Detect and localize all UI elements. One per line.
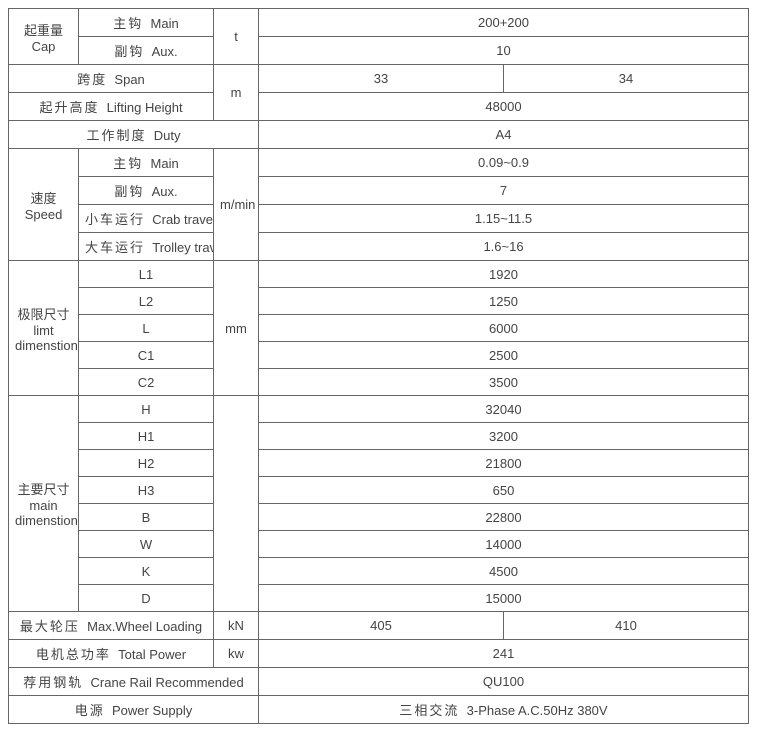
val-3: 48000 [259, 93, 749, 121]
spec-row: C2 3500 [9, 369, 749, 396]
sub-H3: H3 [79, 477, 214, 504]
val-L: 6000 [259, 315, 749, 342]
spec-row: 极限尺寸limtdimenstionL1mm1920 [9, 261, 749, 288]
val-K: 4500 [259, 558, 749, 585]
spec-row: H1 3200 [9, 423, 749, 450]
sub-aux-hook: 副钩 Aux. [79, 37, 214, 65]
label-power: 电源 Power Supply [9, 696, 259, 724]
label-cap: 起重量Cap [9, 9, 79, 65]
sub-speed-aux: 副钩 Aux. [79, 177, 214, 205]
sub-H1: H1 [79, 423, 214, 450]
val-speed-crab: 1.15~11.5 [259, 205, 749, 233]
label-23: 电机总功率 Total Power [9, 640, 214, 668]
sub-C2: C2 [79, 369, 214, 396]
spec-row: K 4500 [9, 558, 749, 585]
sub-speed-crab: 小车运行 Crab travelling [79, 205, 214, 233]
val-span-1: 33 [259, 65, 504, 93]
spec-row: 主要尺寸maindimenstionH32040 [9, 396, 749, 423]
sub-K: K [79, 558, 214, 585]
val-C2: 3500 [259, 369, 749, 396]
val-H3: 650 [259, 477, 749, 504]
label-rail: 荐用钢轨 Crane Rail Recommended [9, 668, 259, 696]
spec-row: 副钩 Aux. 10 [9, 37, 749, 65]
spec-row: D 15000 [9, 585, 749, 612]
val-speed-trolley: 1.6~16 [259, 233, 749, 261]
spec-row: H3 650 [9, 477, 749, 504]
sub-H: H [79, 396, 214, 423]
spec-row: 大车运行 Trolley travelling 1.6~16 [9, 233, 749, 261]
val-W: 14000 [259, 531, 749, 558]
val-speed-main: 0.09~0.9 [259, 149, 749, 177]
sub-L2: L2 [79, 288, 214, 315]
val-H2: 21800 [259, 450, 749, 477]
val-wheel-1: 405 [259, 612, 504, 640]
spec-row: 电源 Power Supply三相交流 3-Phase A.C.50Hz 380… [9, 696, 749, 724]
val-cap-aux: 10 [259, 37, 749, 65]
spec-row: 起重量Cap主钩 Maint200+200 [9, 9, 749, 37]
spec-row: 工作制度 DutyA4 [9, 121, 749, 149]
sub-D: D [79, 585, 214, 612]
val-B: 22800 [259, 504, 749, 531]
label-span: 跨度 Span [9, 65, 214, 93]
label-wheel: 最大轮压 Max.Wheel Loading [9, 612, 214, 640]
sub-C1: C1 [79, 342, 214, 369]
val-span-2: 34 [504, 65, 749, 93]
unit-kn: kN [214, 612, 259, 640]
spec-row: 荐用钢轨 Crane Rail RecommendedQU100 [9, 668, 749, 696]
sub-H2: H2 [79, 450, 214, 477]
unit-t: t [214, 9, 259, 65]
spec-row: C1 2500 [9, 342, 749, 369]
spec-row: 最大轮压 Max.Wheel LoadingkN405410 [9, 612, 749, 640]
spec-table: 起重量Cap主钩 Maint200+200副钩 Aux.10跨度 Spanm33… [8, 8, 749, 724]
label-3: 起升高度 Lifting Height [9, 93, 214, 121]
unit-mmin: m/min [214, 149, 259, 261]
val-23: 241 [259, 640, 749, 668]
label-speed: 速度Speed [9, 149, 79, 261]
val-L1: 1920 [259, 261, 749, 288]
val-power: 三相交流 3-Phase A.C.50Hz 380V [259, 696, 749, 724]
sub-speed-main: 主钩 Main [79, 149, 214, 177]
unit-main [214, 396, 259, 612]
spec-row: B 22800 [9, 504, 749, 531]
val-wheel-2: 410 [504, 612, 749, 640]
unit-23: kw [214, 640, 259, 668]
spec-row: 副钩 Aux. 7 [9, 177, 749, 205]
val-H1: 3200 [259, 423, 749, 450]
val-cap-main: 200+200 [259, 9, 749, 37]
val-C1: 2500 [259, 342, 749, 369]
label-main: 主要尺寸maindimenstion [9, 396, 79, 612]
label-duty: 工作制度 Duty [9, 121, 259, 149]
spec-row: 电机总功率 Total Powerkw241 [9, 640, 749, 668]
sub-speed-trolley: 大车运行 Trolley travelling [79, 233, 214, 261]
spec-row: 起升高度 Lifting Height 48000 [9, 93, 749, 121]
val-H: 32040 [259, 396, 749, 423]
val-speed-aux: 7 [259, 177, 749, 205]
spec-row: L 6000 [9, 315, 749, 342]
sub-L1: L1 [79, 261, 214, 288]
spec-row: 速度Speed主钩 Mainm/min0.09~0.9 [9, 149, 749, 177]
spec-row: 小车运行 Crab travelling 1.15~11.5 [9, 205, 749, 233]
spec-row: L2 1250 [9, 288, 749, 315]
spec-row: W 14000 [9, 531, 749, 558]
sub-B: B [79, 504, 214, 531]
val-rail: QU100 [259, 668, 749, 696]
val-D: 15000 [259, 585, 749, 612]
sub-main-hook: 主钩 Main [79, 9, 214, 37]
sub-W: W [79, 531, 214, 558]
val-duty: A4 [259, 121, 749, 149]
spec-row: 跨度 Spanm3334 [9, 65, 749, 93]
spec-row: H2 21800 [9, 450, 749, 477]
sub-L: L [79, 315, 214, 342]
label-limit: 极限尺寸limtdimenstion [9, 261, 79, 396]
unit-m: m [214, 65, 259, 121]
val-L2: 1250 [259, 288, 749, 315]
unit-mm: mm [214, 261, 259, 396]
